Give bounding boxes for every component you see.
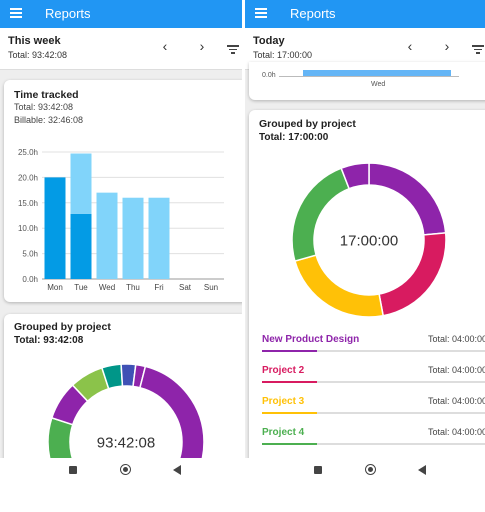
x-tick-label: Thu [126,283,140,292]
menu-icon[interactable] [10,8,22,18]
donut-chart-right: 17:00:00 [291,162,447,318]
period-total: Total: 93:42:08 [8,50,68,60]
bar[interactable] [44,177,66,279]
grouped-title-right: Grouped by project [259,118,356,130]
project-row[interactable]: Project 4 Total: 04:00:00 [249,427,485,457]
x-tick-label: Tue [74,283,88,292]
project-name: Project 3 [262,396,305,407]
time-tracked-title: Time tracked [14,89,79,101]
donut-slice[interactable] [368,162,447,236]
grouped-by-project-card-left: Grouped by project Total: 93:42:08 93:42… [4,314,242,458]
y-tick-label: 5.0h [22,250,38,259]
project-total: Total: 04:00:00 [427,427,485,437]
x-tick-label: Mon [47,283,63,292]
project-row[interactable]: Project 2 Total: 04:00:00 [249,365,485,395]
x-tick-label: Wed [99,283,115,292]
x-tick-label: Fri [154,283,164,292]
bar[interactable] [148,197,170,279]
project-total: Total: 04:00:00 [427,396,485,406]
project-progress-fill [262,412,317,414]
right-screen: Reports Today Total: 17:00:00 ‹ › 0.0h W… [245,0,485,458]
axis-line [279,76,459,77]
donut-slice[interactable] [294,254,385,318]
time-tracked-billable: Billable: 32:46:08 [14,115,84,125]
time-tracked-chart: 0.0h 5.0h 10.0h 15.0h 20.0h 25.0h Mon Tue Wed Thu… [18,148,224,292]
y-tick-label: 25.0h [18,148,38,157]
chevron-left-icon[interactable]: ‹ [407,38,413,54]
project-progress-fill [262,350,317,352]
donut-chart-left: 93:42:08 [47,363,205,458]
project-total: Total: 04:00:00 [427,334,485,344]
project-progress-fill [262,443,317,445]
bar[interactable] [70,213,92,279]
y-tick-label: 15.0h [18,199,38,208]
y-tick-label: 10.0h [18,224,38,233]
project-row[interactable]: Project 3 Total: 04:00:00 [249,396,485,426]
system-nav-bar [0,458,485,512]
bar[interactable] [122,197,144,279]
x-tick-label: Sat [179,283,192,292]
app-bar: Reports [0,0,242,28]
project-row[interactable]: New Product Design Total: 04:00:00 [249,334,485,364]
donut-slice[interactable] [340,162,370,190]
nav-home-icon[interactable] [120,464,131,475]
app-bar: Reports [245,0,485,28]
project-name: New Product Design [262,334,360,345]
project-legend: New Product Design Total: 04:00:00 Project… [249,334,485,458]
chevron-right-icon[interactable]: › [444,38,450,54]
today-bar [303,70,451,76]
left-screen: Reports This week Total: 93:42:08 ‹ › Ti… [0,0,242,458]
donut-slice[interactable] [139,365,205,458]
nav-home-icon[interactable] [365,464,376,475]
period-total: Total: 17:00:00 [253,50,313,60]
time-tracked-total: Total: 93:42:08 [14,102,74,112]
project-total: Total: 04:00:00 [427,365,485,375]
grouped-by-project-card-right: Grouped by project Total: 17:00:00 17:00… [249,110,485,458]
y-tick-label: 20.0h [18,173,38,182]
project-name: Project 2 [262,365,305,376]
axis-tick-label: 0.0h [262,72,276,79]
axis-day-label: Wed [371,81,386,88]
nav-back-icon[interactable] [173,465,181,475]
donut-center-label: 93:42:08 [97,434,155,451]
nav-recent-icon[interactable] [314,466,322,474]
nav-recent-icon[interactable] [69,466,77,474]
filter-icon[interactable] [472,45,484,54]
project-progress-track [262,381,485,383]
project-name: Project 4 [262,427,305,438]
x-tick-label: Sun [204,283,218,292]
donut-center-label: 17:00:00 [340,232,398,249]
project-progress-fill [262,381,317,383]
y-tick-label: 0.0h [22,275,38,284]
time-tracked-card: Time tracked Total: 93:42:08 Billable: 3… [4,80,242,302]
chevron-left-icon[interactable]: ‹ [162,38,168,54]
period-title: Today [253,35,285,47]
period-title: This week [8,35,61,47]
project-progress-track [262,350,485,352]
nav-back-icon[interactable] [418,465,426,475]
chevron-right-icon[interactable]: › [199,38,205,54]
bar[interactable] [96,192,118,279]
time-tracked-card-partial: 0.0h Wed [249,62,485,100]
bar[interactable] [70,153,92,214]
app-bar-title: Reports [290,6,336,21]
project-progress-track [262,412,485,414]
filter-icon[interactable] [227,45,239,54]
app-bar-title: Reports [45,6,91,21]
menu-icon[interactable] [255,8,267,18]
period-bar: This week Total: 93:42:08 ‹ › [0,28,242,70]
grouped-title-left: Grouped by project [14,321,111,333]
project-progress-track [262,443,485,445]
grouped-total-left: Total: 93:42:08 [14,335,84,346]
grouped-total-right: Total: 17:00:00 [259,132,329,143]
